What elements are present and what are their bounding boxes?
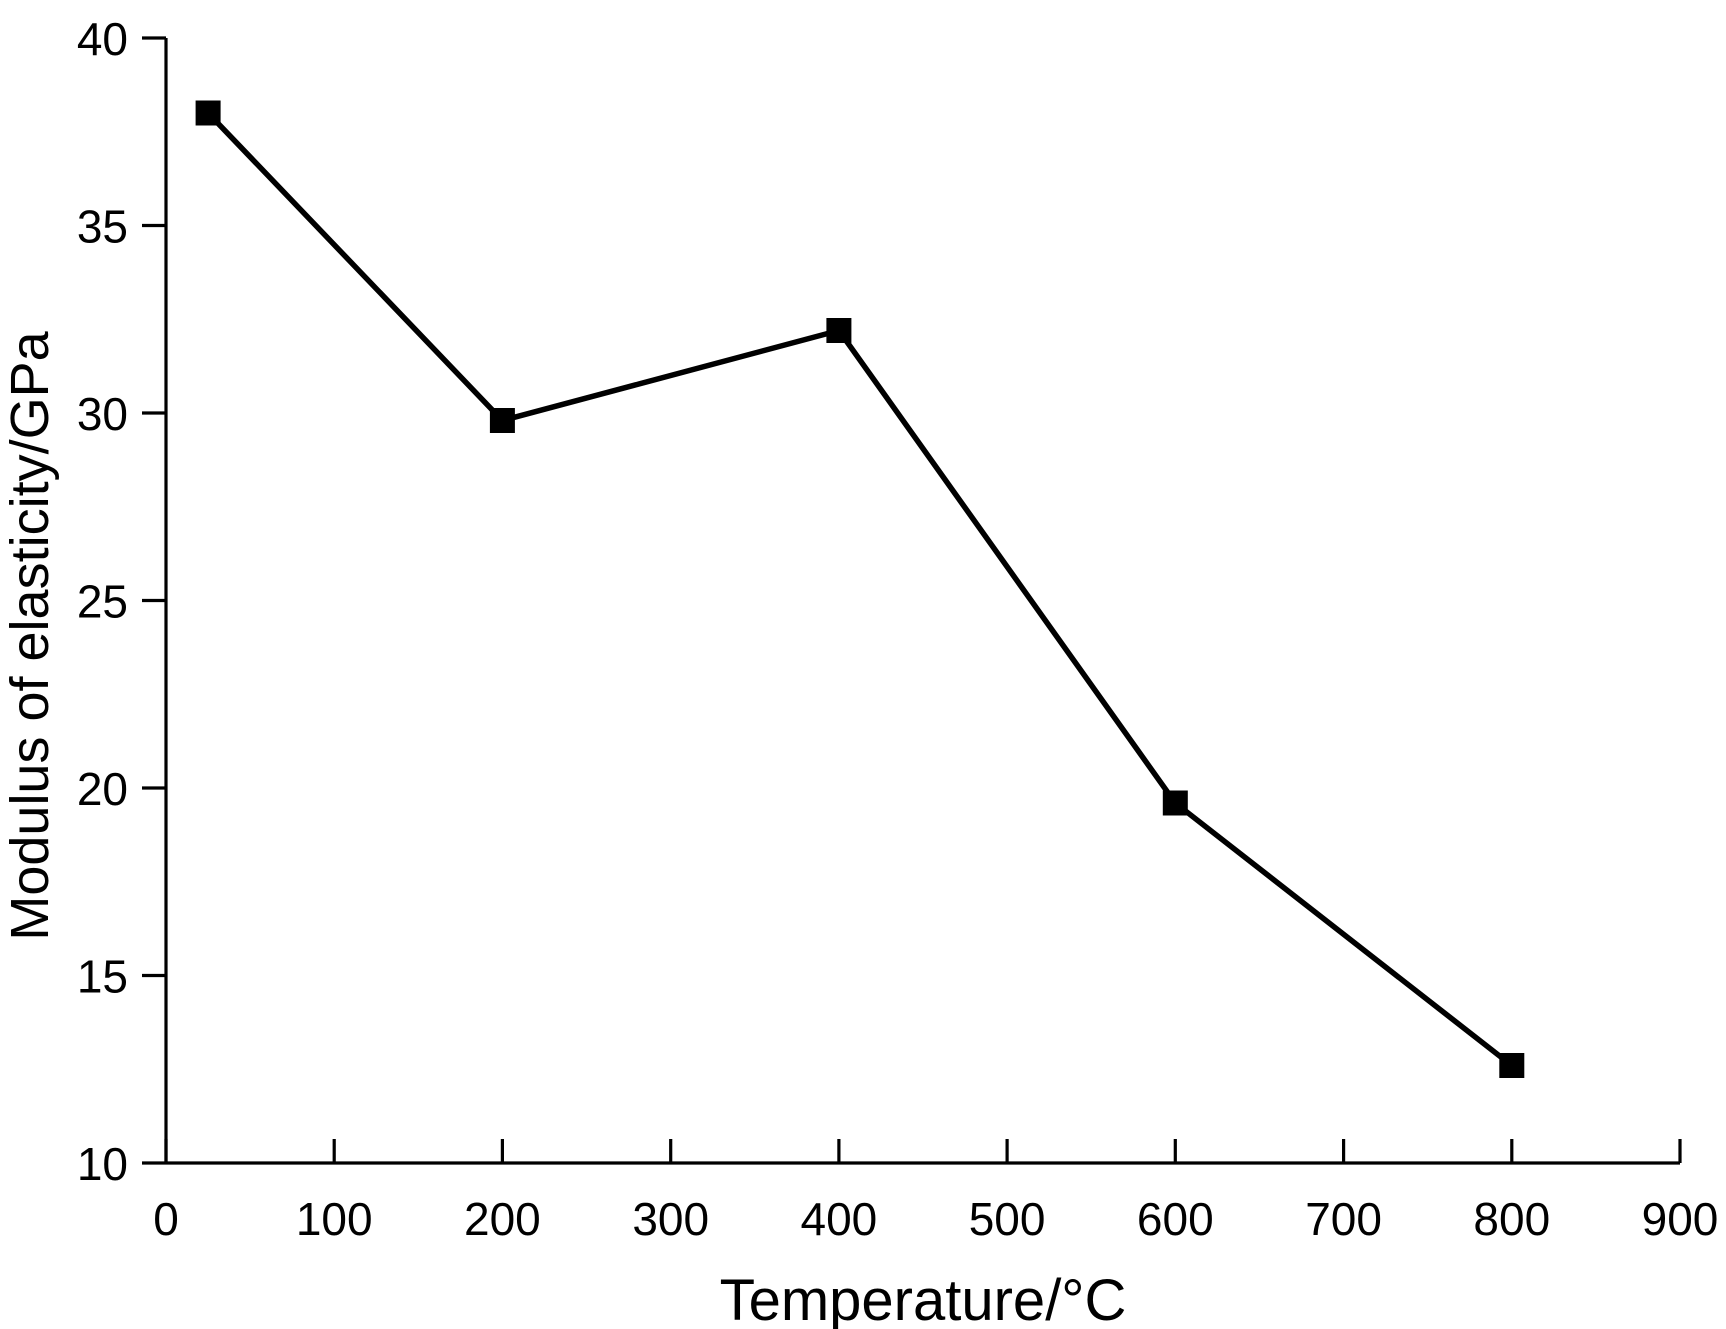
svg-text:25: 25 — [77, 576, 128, 628]
svg-text:900: 900 — [1642, 1193, 1719, 1245]
svg-text:15: 15 — [77, 951, 128, 1003]
svg-text:500: 500 — [969, 1193, 1046, 1245]
svg-text:200: 200 — [464, 1193, 541, 1245]
svg-text:35: 35 — [77, 201, 128, 253]
svg-text:10: 10 — [77, 1138, 128, 1190]
svg-text:600: 600 — [1137, 1193, 1214, 1245]
svg-text:800: 800 — [1473, 1193, 1550, 1245]
svg-text:Modulus of elasticity/GPa: Modulus of elasticity/GPa — [0, 330, 60, 940]
svg-text:400: 400 — [801, 1193, 878, 1245]
svg-text:100: 100 — [296, 1193, 373, 1245]
svg-text:Temperature/°C: Temperature/°C — [720, 1268, 1127, 1329]
svg-text:300: 300 — [632, 1193, 709, 1245]
svg-text:20: 20 — [77, 763, 128, 815]
svg-text:40: 40 — [77, 13, 128, 65]
svg-text:30: 30 — [77, 388, 128, 440]
svg-text:0: 0 — [153, 1193, 179, 1245]
svg-text:700: 700 — [1305, 1193, 1382, 1245]
